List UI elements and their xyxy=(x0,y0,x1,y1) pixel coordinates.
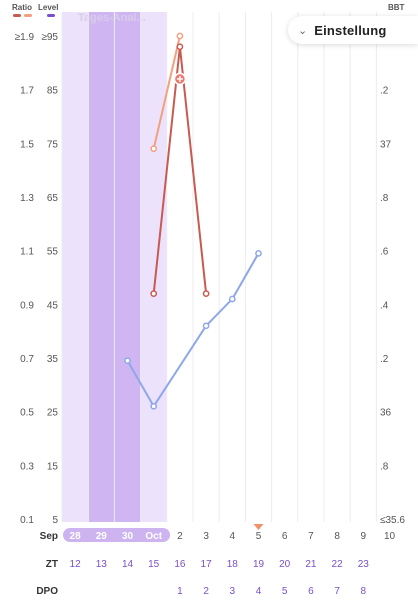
dpo-value: 2 xyxy=(203,586,209,597)
level-tick-label: 35 xyxy=(47,354,59,365)
overlay-label: Tages-Anal... xyxy=(78,12,146,24)
level-tick-label: 45 xyxy=(47,300,59,311)
level-tick-label: 5 xyxy=(52,515,58,526)
zt-value: 19 xyxy=(253,559,265,570)
zt-value: 18 xyxy=(227,559,239,570)
date-label: 5 xyxy=(256,531,262,542)
bbt-point xyxy=(255,250,262,257)
highlight-pill xyxy=(63,528,170,542)
ratio-point xyxy=(150,290,158,297)
ratio-tick-label: 0.5 xyxy=(20,408,34,419)
date-label: 9 xyxy=(361,531,367,542)
legend-level-swatch xyxy=(47,14,55,17)
zt-value: 16 xyxy=(174,559,186,570)
ratio-tick-label: ≥1.9 xyxy=(15,32,35,43)
series-layer xyxy=(124,32,262,410)
settings-button[interactable]: ⌄ Einstellung xyxy=(288,16,418,44)
level-tick-label: 65 xyxy=(47,193,59,204)
zt-value: 12 xyxy=(70,559,82,570)
chevron-down-icon: ⌄ xyxy=(298,24,308,37)
level-tick-label: 55 xyxy=(47,247,59,258)
zt-value: 20 xyxy=(279,559,291,570)
bbt-tick-label: 36 xyxy=(380,408,392,419)
grid-lines xyxy=(61,12,377,522)
zt-value: 15 xyxy=(148,559,160,570)
today-marker-icon xyxy=(253,524,264,530)
date-label: 7 xyxy=(308,531,314,542)
settings-button-label: Einstellung xyxy=(314,22,387,38)
ratio-light-point xyxy=(150,145,158,153)
date-label: 10 xyxy=(384,531,396,542)
period-band-dark xyxy=(89,12,141,522)
ratio-tick-label: 1.5 xyxy=(20,139,34,150)
date-label: Oct xyxy=(145,531,162,542)
ratio-point xyxy=(176,43,184,51)
bbt-tick-label: .8 xyxy=(380,193,389,204)
bbt-tick-label: .6 xyxy=(380,247,389,258)
date-label: 30 xyxy=(122,531,134,542)
bbt-tick-label: .2 xyxy=(380,354,389,365)
date-label: 28 xyxy=(70,531,82,542)
dpo-value: 5 xyxy=(282,586,288,597)
legend-ratio-label: Ratio xyxy=(12,3,32,12)
date-label: 8 xyxy=(334,531,340,542)
bbt-tick-label: ≤35.6 xyxy=(380,515,405,526)
left-axis-ratio: ≥1.9 1.7 1.5 1.3 1.1 0.9 0.7 0.5 0.3 0.1 xyxy=(15,32,35,526)
ratio-tick-label: 0.1 xyxy=(20,515,34,526)
zt-value: 13 xyxy=(96,559,108,570)
bbt-tick-label: .2 xyxy=(380,86,389,97)
ratio-tick-label: 1.1 xyxy=(20,247,34,258)
bbt-point xyxy=(202,322,210,330)
dpo-row-label: DPO xyxy=(36,586,58,597)
level-tick-label: ≥95 xyxy=(41,32,58,43)
date-label: 4 xyxy=(230,531,236,542)
zt-value: 17 xyxy=(201,559,213,570)
dpo-value: 3 xyxy=(230,586,236,597)
dpo-value: 6 xyxy=(308,586,314,597)
date-label: 2 xyxy=(177,531,183,542)
bbt-tick-label: .8 xyxy=(380,461,389,472)
zt-value: 23 xyxy=(358,559,370,570)
bbt-point xyxy=(228,295,236,303)
ratio-light-point xyxy=(176,32,184,40)
date-label: 29 xyxy=(96,531,108,542)
ratio-light-series-line xyxy=(152,35,181,149)
bbt-tick-label: 37 xyxy=(380,139,392,150)
level-tick-label: 15 xyxy=(47,461,59,472)
legend: Ratio Level BBT xyxy=(12,3,405,17)
ratio-tick-label: 0.9 xyxy=(20,300,34,311)
level-tick-label: 75 xyxy=(47,139,59,150)
bbt-point xyxy=(150,402,158,410)
left-axis-level: ≥95 85 75 65 55 45 35 25 15 5 xyxy=(41,32,58,526)
ratio-tick-label: 1.3 xyxy=(20,193,34,204)
ratio-tick-label: 1.7 xyxy=(20,86,34,97)
date-label: 6 xyxy=(282,531,288,542)
legend-bbt-label: BBT xyxy=(388,3,405,12)
dpo-value: 7 xyxy=(334,586,340,597)
bbt-point xyxy=(124,357,131,365)
dpo-value: 8 xyxy=(361,586,367,597)
ratio-point xyxy=(202,290,210,297)
zt-value: 22 xyxy=(332,559,344,570)
level-tick-label: 25 xyxy=(47,408,59,419)
legend-ratio-light-swatch xyxy=(24,14,32,17)
bbt-tick-label: .4 xyxy=(380,300,389,311)
ratio-tick-label: 0.3 xyxy=(20,461,34,472)
legend-ratio-swatch xyxy=(13,14,21,17)
x-axis-month-label: Sep xyxy=(40,531,58,542)
zt-value: 21 xyxy=(305,559,317,570)
date-label: 3 xyxy=(203,531,209,542)
ratio-tick-label: 0.7 xyxy=(20,354,34,365)
dpo-value: 1 xyxy=(177,586,183,597)
dpo-value: 4 xyxy=(256,586,262,597)
level-tick-label: 85 xyxy=(47,86,59,97)
legend-level-label: Level xyxy=(38,3,58,12)
zt-value: 14 xyxy=(122,559,134,570)
zt-row-label: ZT xyxy=(46,559,58,570)
